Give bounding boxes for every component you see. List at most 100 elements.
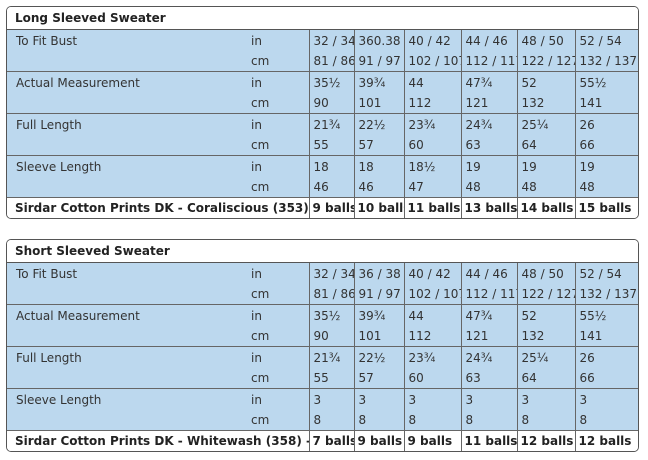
- value-cell: 48: [516, 177, 575, 198]
- table-row: cm 55 57 60 63 64 66: [7, 135, 638, 156]
- value-cell: 39¾: [353, 71, 404, 93]
- long-sleeved-sweater-table: Long Sleeved Sweater To Fit Bust in 32 / 34…: [6, 6, 639, 219]
- value-cell: 90: [308, 93, 354, 114]
- value-cell: 102 / 107: [403, 51, 461, 72]
- value-cell: 8: [353, 410, 404, 431]
- value-cell: 48 / 50: [516, 262, 575, 284]
- value-cell: 22½: [353, 113, 404, 135]
- size-table: Long Sleeved Sweater To Fit Bust in 32 / 34…: [7, 7, 638, 218]
- yarn-row: Sirdar Cotton Prints DK - Whitewash (358…: [7, 430, 638, 451]
- value-cell: 91 / 97: [353, 51, 404, 72]
- table-row: Full Length in 21¾ 22½ 23¾ 24¾ 25¼ 26: [7, 113, 638, 135]
- measurement-label: Actual Measurement: [7, 304, 247, 326]
- value-cell: 112 / 117: [460, 284, 517, 305]
- value-cell: 52 / 54: [574, 29, 638, 51]
- value-cell: 132: [516, 326, 575, 347]
- measurement-label: To Fit Bust: [7, 29, 247, 51]
- value-cell: 112 / 117: [460, 51, 517, 72]
- unit-cm: cm: [247, 284, 309, 305]
- value-cell: 8: [516, 410, 575, 431]
- value-cell: 48 / 50: [516, 29, 575, 51]
- value-cell: 18: [353, 155, 404, 177]
- unit-cm: cm: [247, 410, 309, 431]
- value-cell: 132: [516, 93, 575, 114]
- yarn-label: Sirdar Cotton Prints DK - Whitewash (358…: [7, 430, 309, 451]
- value-cell: 122 / 127: [516, 284, 575, 305]
- value-cell: 57: [353, 368, 404, 389]
- unit-inches: in: [247, 346, 309, 368]
- value-cell: 91 / 97: [353, 284, 404, 305]
- value-cell: 26: [574, 346, 638, 368]
- value-cell: 112: [403, 326, 461, 347]
- unit-inches: in: [247, 304, 309, 326]
- yarn-quantity: 9 balls: [403, 430, 461, 451]
- value-cell: 3: [403, 388, 461, 410]
- unit-cm: cm: [247, 177, 309, 198]
- value-cell: 35½: [308, 304, 354, 326]
- value-cell: 35½: [308, 71, 354, 93]
- table-row: Actual Measurement in 35½ 39¾ 44 47¾ 52 55½: [7, 71, 638, 93]
- unit-inches: in: [247, 71, 309, 93]
- value-cell: 55: [308, 368, 354, 389]
- table-row: cm 90 101 112 121 132 141: [7, 93, 638, 114]
- table-title: Short Sleeved Sweater: [7, 240, 638, 263]
- value-cell: 66: [574, 368, 638, 389]
- value-cell: 21¾: [308, 346, 354, 368]
- value-cell: 81 / 86: [308, 51, 354, 72]
- table-row: Full Length in 21¾ 22½ 23¾ 24¾ 25¼ 26: [7, 346, 638, 368]
- yarn-quantity: 14 balls: [516, 197, 575, 218]
- value-cell: 55½: [574, 304, 638, 326]
- value-cell: 60: [403, 368, 461, 389]
- value-cell: 3: [516, 388, 575, 410]
- value-cell: 8: [403, 410, 461, 431]
- value-cell: 44 / 46: [460, 29, 517, 51]
- unit-inches: in: [247, 262, 309, 284]
- value-cell: 18: [308, 155, 354, 177]
- value-cell: 46: [353, 177, 404, 198]
- value-cell: 52 / 54: [574, 262, 638, 284]
- value-cell: 47: [403, 177, 461, 198]
- value-cell: 36 / 38: [353, 262, 404, 284]
- table-row: cm 46 46 47 48 48 48: [7, 177, 638, 198]
- value-cell: 141: [574, 93, 638, 114]
- value-cell: 21¾: [308, 113, 354, 135]
- value-cell: 23¾: [403, 346, 461, 368]
- table-title-row: Short Sleeved Sweater: [7, 240, 638, 263]
- value-cell: 47¾: [460, 71, 517, 93]
- label-spacer: [7, 284, 247, 305]
- value-cell: 66: [574, 135, 638, 156]
- value-cell: 141: [574, 326, 638, 347]
- yarn-quantity: 13 balls: [460, 197, 517, 218]
- yarn-label: Sirdar Cotton Prints DK - Coraliscious (…: [7, 197, 309, 218]
- value-cell: 132 / 137: [574, 284, 638, 305]
- value-cell: 57: [353, 135, 404, 156]
- value-cell: 8: [460, 410, 517, 431]
- label-spacer: [7, 410, 247, 431]
- value-cell: 90: [308, 326, 354, 347]
- value-cell: 24¾: [460, 346, 517, 368]
- value-cell: 122 / 127: [516, 51, 575, 72]
- measurement-label: Actual Measurement: [7, 71, 247, 93]
- short-sleeved-sweater-table: Short Sleeved Sweater To Fit Bust in 32 / 3…: [6, 239, 639, 452]
- yarn-row: Sirdar Cotton Prints DK - Coraliscious (…: [7, 197, 638, 218]
- label-spacer: [7, 326, 247, 347]
- unit-inches: in: [247, 388, 309, 410]
- value-cell: 112: [403, 93, 461, 114]
- value-cell: 52: [516, 304, 575, 326]
- unit-inches: in: [247, 113, 309, 135]
- table-row: cm 8 8 8 8 8 8: [7, 410, 638, 431]
- size-table: Short Sleeved Sweater To Fit Bust in 32 / 3…: [7, 240, 638, 451]
- yarn-quantity: 10 balls: [353, 197, 404, 218]
- yarn-quantity: 12 balls: [574, 430, 638, 451]
- value-cell: 64: [516, 135, 575, 156]
- value-cell: 44 / 46: [460, 262, 517, 284]
- value-cell: 18½: [403, 155, 461, 177]
- table-row: To Fit Bust in 32 / 34 36 / 38 40 / 42 44 / 4…: [7, 262, 638, 284]
- value-cell: 32 / 34: [308, 262, 354, 284]
- table-row: cm 55 57 60 63 64 66: [7, 368, 638, 389]
- value-cell: 121: [460, 326, 517, 347]
- value-cell: 19: [460, 155, 517, 177]
- value-cell: 81 / 86: [308, 284, 354, 305]
- value-cell: 19: [516, 155, 575, 177]
